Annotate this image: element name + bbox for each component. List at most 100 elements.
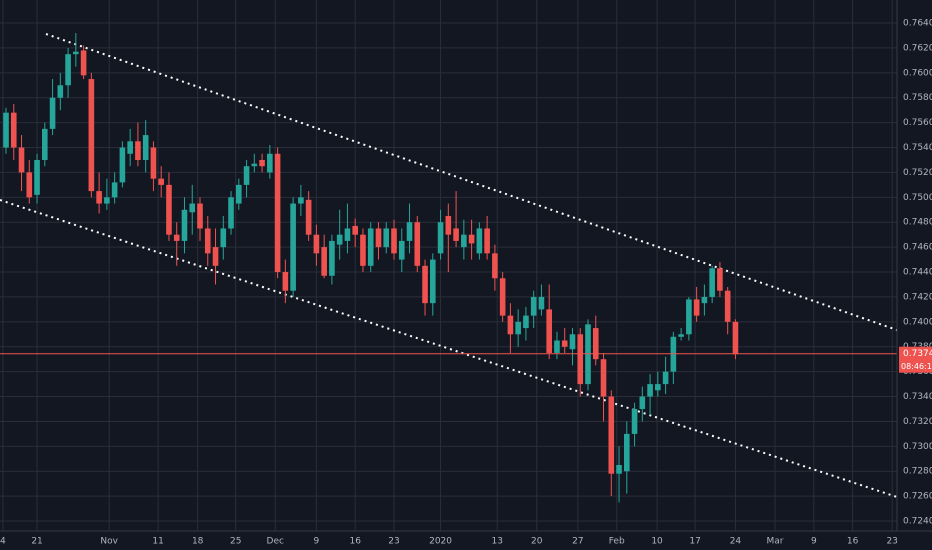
candle-body bbox=[461, 234, 467, 248]
candle-body bbox=[135, 141, 141, 160]
candle-body bbox=[127, 141, 133, 154]
x-tick-label: Mar bbox=[767, 537, 784, 547]
candle-body bbox=[592, 328, 599, 360]
candle-body bbox=[220, 228, 227, 248]
x-tick-label: 11 bbox=[152, 537, 163, 547]
candle-body bbox=[453, 228, 459, 241]
candle-body bbox=[236, 184, 242, 204]
candle-body bbox=[655, 384, 661, 391]
x-tick-label: 9 bbox=[811, 537, 817, 547]
candle-body bbox=[577, 334, 584, 385]
candle-body bbox=[197, 203, 203, 229]
candle-body bbox=[26, 172, 33, 198]
candle-body bbox=[181, 209, 188, 241]
candle-body bbox=[678, 334, 684, 337]
candle-body bbox=[290, 203, 296, 291]
candle-body bbox=[709, 268, 715, 297]
candle-body bbox=[608, 396, 615, 474]
candle-body bbox=[305, 199, 312, 235]
candle-body bbox=[274, 153, 281, 273]
candle-body bbox=[344, 228, 351, 241]
candle-body bbox=[391, 228, 397, 254]
candle-body bbox=[662, 371, 669, 385]
candle-body bbox=[49, 97, 56, 129]
candle-body bbox=[189, 203, 196, 213]
candle-body bbox=[34, 159, 40, 195]
countdown: 08:46:14 bbox=[901, 362, 932, 371]
x-tick-label: 25 bbox=[230, 537, 241, 547]
x-tick-label: 23 bbox=[886, 537, 897, 547]
candle-body bbox=[104, 197, 110, 204]
x-tick-label: 24 bbox=[730, 537, 742, 547]
candle-body bbox=[243, 166, 250, 185]
x-tick-label: Nov bbox=[100, 537, 118, 547]
candle-body bbox=[422, 265, 428, 304]
candle-body bbox=[73, 51, 79, 55]
candle-body bbox=[360, 234, 366, 266]
candle-body bbox=[600, 359, 607, 397]
y-tick-label: 0.72400 bbox=[903, 517, 932, 527]
candle-body bbox=[693, 299, 700, 316]
candle-body bbox=[10, 112, 17, 148]
x-tick-label: 4 bbox=[0, 537, 6, 547]
x-tick-label: Feb bbox=[609, 537, 625, 547]
candle-body bbox=[336, 234, 343, 245]
x-tick-label: 27 bbox=[572, 537, 583, 547]
candle-body bbox=[3, 112, 9, 148]
candle-body bbox=[631, 408, 638, 434]
x-tick-label: 21 bbox=[31, 537, 42, 547]
candle-body bbox=[158, 178, 164, 185]
candle-body bbox=[561, 340, 568, 347]
candle-body bbox=[507, 315, 514, 335]
candles bbox=[0, 32, 897, 503]
last-price-label: 0.73744 bbox=[903, 349, 932, 359]
candle-body bbox=[732, 321, 739, 355]
x-tick-label: 23 bbox=[388, 537, 399, 547]
x-tick-label: Dec bbox=[267, 537, 284, 547]
candle-body bbox=[701, 296, 708, 304]
candle-body bbox=[717, 268, 723, 291]
channel-upper bbox=[45, 33, 898, 331]
candle-body bbox=[616, 465, 622, 474]
candle-body bbox=[57, 85, 64, 98]
candle-body bbox=[367, 228, 374, 266]
candle-body bbox=[686, 299, 692, 335]
candle-body bbox=[150, 147, 157, 179]
candle-body bbox=[515, 321, 521, 335]
candle-body bbox=[88, 79, 95, 192]
x-tick-label: 9 bbox=[314, 537, 320, 547]
channel-lower bbox=[0, 199, 898, 498]
candle-body bbox=[554, 340, 560, 353]
candle-body bbox=[647, 384, 653, 397]
last-price-box bbox=[899, 346, 932, 373]
x-tick-label: 18 bbox=[192, 537, 204, 547]
candle-body bbox=[352, 225, 358, 235]
candle-body bbox=[406, 222, 413, 241]
candle-body bbox=[329, 240, 335, 276]
candle-body bbox=[523, 315, 529, 329]
candle-body bbox=[313, 234, 320, 254]
candle-body bbox=[476, 228, 483, 254]
candle-body bbox=[18, 147, 25, 173]
candle-body bbox=[267, 153, 273, 173]
candle-body bbox=[437, 222, 444, 254]
candle-body bbox=[639, 396, 646, 409]
candle-body bbox=[569, 334, 576, 350]
